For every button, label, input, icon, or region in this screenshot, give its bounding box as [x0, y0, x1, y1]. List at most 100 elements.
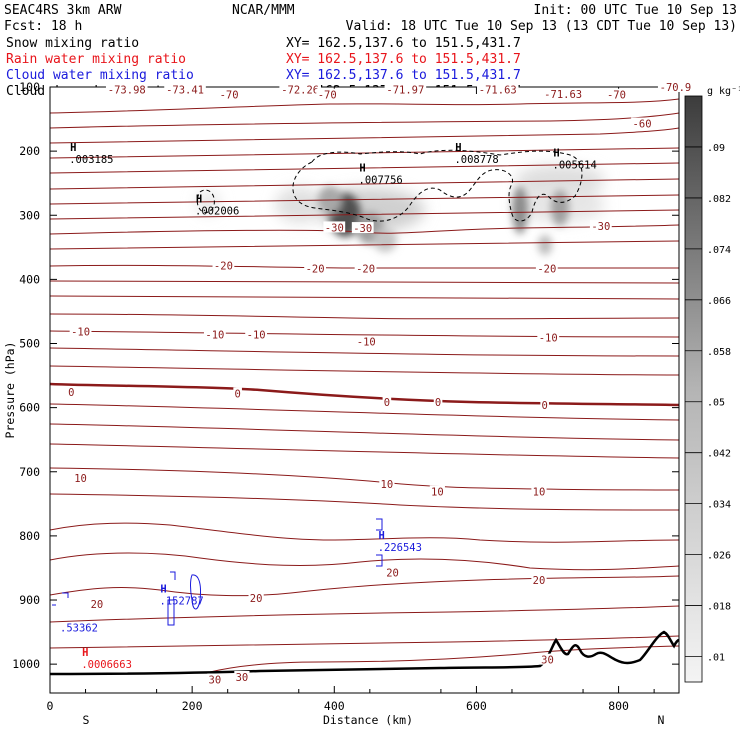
- cloud-water-outline-4: [167, 599, 175, 626]
- isotherm-p: [50, 493, 679, 511]
- cloud-water-outline-3: [170, 571, 176, 580]
- y-tick-label: 700: [19, 465, 40, 479]
- colorbar-tick-label: .05: [707, 398, 725, 409]
- colorbar-tick-label: .018: [707, 602, 731, 613]
- isotherm-label-bg: [89, 597, 105, 609]
- isotherm-label-bg: [535, 262, 558, 274]
- extremum-mark: H: [160, 583, 166, 595]
- isotherm-label-bg: [539, 653, 556, 665]
- extremum-value: .005614: [553, 159, 597, 171]
- isotherm-label: -30: [353, 223, 372, 235]
- isotherm-l: [50, 365, 679, 376]
- extremum-value: .226543: [378, 542, 422, 554]
- colorbar-tick-label: .026: [707, 551, 731, 562]
- isotherm-labels: -73.98 -73.41 -70 -72.26-70 -71.97 -71.63 -71.…: [67, 81, 693, 687]
- isotherm-label-bg: [657, 81, 693, 92]
- extrema-labels: H.003185H.002006H.007756H.008778H.005614…: [60, 142, 597, 671]
- isotherm-label-bg: [429, 485, 445, 497]
- x-tick-label: 600: [466, 699, 487, 713]
- isotherm-label: -72.26: [281, 85, 319, 97]
- isotherm-label-bg: [537, 331, 560, 343]
- y-tick-label: 600: [19, 401, 40, 415]
- isotherm-label: -10: [357, 337, 376, 349]
- isotherm-label: 10: [533, 487, 546, 499]
- isotherm-label-bg: [164, 83, 206, 95]
- isotherm-label-bg: [233, 387, 242, 399]
- isotherm-t: [50, 635, 679, 649]
- isotherm-label: -20: [356, 263, 375, 275]
- extremum-mark: H: [455, 142, 461, 154]
- x-tick-label: 0: [47, 699, 54, 713]
- isotherm-label-bg: [316, 88, 339, 100]
- extremum-mark: H: [553, 147, 559, 159]
- x-tick-label: 800: [608, 699, 629, 713]
- isotherm-label: 0: [234, 389, 240, 401]
- colorbar-ticks: .01 .018 .026 .034 .042 .05 .058 .066 .074 .082 .0…: [685, 143, 731, 664]
- isotherm-j: [50, 330, 679, 338]
- isotherm-label-bg: [218, 88, 241, 100]
- x-axis-label: Distance (km): [323, 713, 413, 727]
- colorbar-tick-label: .074: [707, 245, 731, 256]
- center-title: NCAR/MMM: [232, 3, 295, 18]
- isotherm-label-bg: [304, 262, 327, 274]
- y-tick-label: 100: [19, 80, 40, 94]
- axis-ticks: 0 200 400 600 800100200300400500600700800900…: [12, 80, 679, 713]
- isotherm-r: [50, 552, 679, 571]
- isotherm-label: -20: [214, 260, 233, 272]
- field-xy: XY= 162.5,137.6 to 151.5,431.7: [286, 36, 521, 51]
- init-time: Init: 00 UTC Tue 10 Sep 13: [534, 3, 738, 18]
- colorbar-tick-label: .066: [707, 296, 731, 307]
- isotherm-label-bg: [531, 574, 547, 586]
- isotherm-neg20: [50, 264, 679, 269]
- isotherm-label-bg: [631, 117, 653, 129]
- isotherm-label: 30: [236, 672, 249, 684]
- y-tick-label: 300: [19, 208, 40, 222]
- isotherm-c: [50, 162, 679, 174]
- isotherm-s: [50, 605, 679, 623]
- isotherm-label-bg: [589, 220, 612, 232]
- isotherm-label: -20: [306, 263, 325, 275]
- endpoint-left: S: [83, 713, 90, 727]
- isotherm-neg60: [50, 127, 679, 144]
- extremum-mark: H: [359, 163, 365, 175]
- isotherm-label: -71.97: [386, 85, 424, 97]
- isotherm-label: -10: [205, 330, 224, 342]
- isotherm-label-bg: [605, 88, 628, 100]
- isotherm-label-bg: [382, 395, 392, 407]
- isotherm-label: -73.41: [166, 85, 204, 97]
- ice-outline-1: [292, 149, 583, 222]
- isotherm-label: -71.63: [544, 89, 582, 101]
- field-label: Rain water mixing ratio: [6, 52, 186, 67]
- isotherm-label-bg: [323, 221, 346, 233]
- colorbar-tick-label: .034: [707, 500, 731, 511]
- cloud-water-outline-6: [62, 592, 69, 598]
- isotherm-label: 0: [435, 397, 441, 409]
- isotherm-label: -71.63: [479, 85, 517, 97]
- isotherm-label: 20: [250, 593, 263, 605]
- y-tick-label: 200: [19, 144, 40, 158]
- y-tick-label: 400: [19, 272, 40, 286]
- isotherm-neg10: [50, 313, 679, 320]
- isotherm-label: 10: [381, 479, 394, 491]
- colorbar-tick-label: .09: [707, 143, 725, 154]
- x-tick-label: 200: [182, 699, 203, 713]
- isotherm-a: [50, 112, 679, 129]
- isotherm-label-bg: [433, 395, 443, 407]
- isotherm-label: 10: [431, 487, 444, 499]
- plot-frame: [49, 86, 680, 694]
- extremum-mark: H: [196, 193, 202, 205]
- isotherm-label: 0: [542, 400, 548, 412]
- isotherm-label-bg: [67, 386, 76, 398]
- extremum-value: .007756: [359, 175, 403, 187]
- isotherm-label: -10: [539, 333, 558, 345]
- isotherm-label-bg: [384, 83, 427, 95]
- isotherm-label-bg: [379, 477, 395, 489]
- isotherm-label: -70: [318, 90, 337, 102]
- isotherm-label-bg: [234, 670, 250, 682]
- isotherm-neg70: [50, 98, 679, 114]
- cloud-water-outline: [52, 518, 383, 626]
- isotherm-label: 20: [533, 575, 546, 587]
- extremum-value: .152787: [160, 595, 204, 607]
- isotherm-lines: [50, 98, 679, 673]
- isotherm-label-bg: [248, 592, 264, 604]
